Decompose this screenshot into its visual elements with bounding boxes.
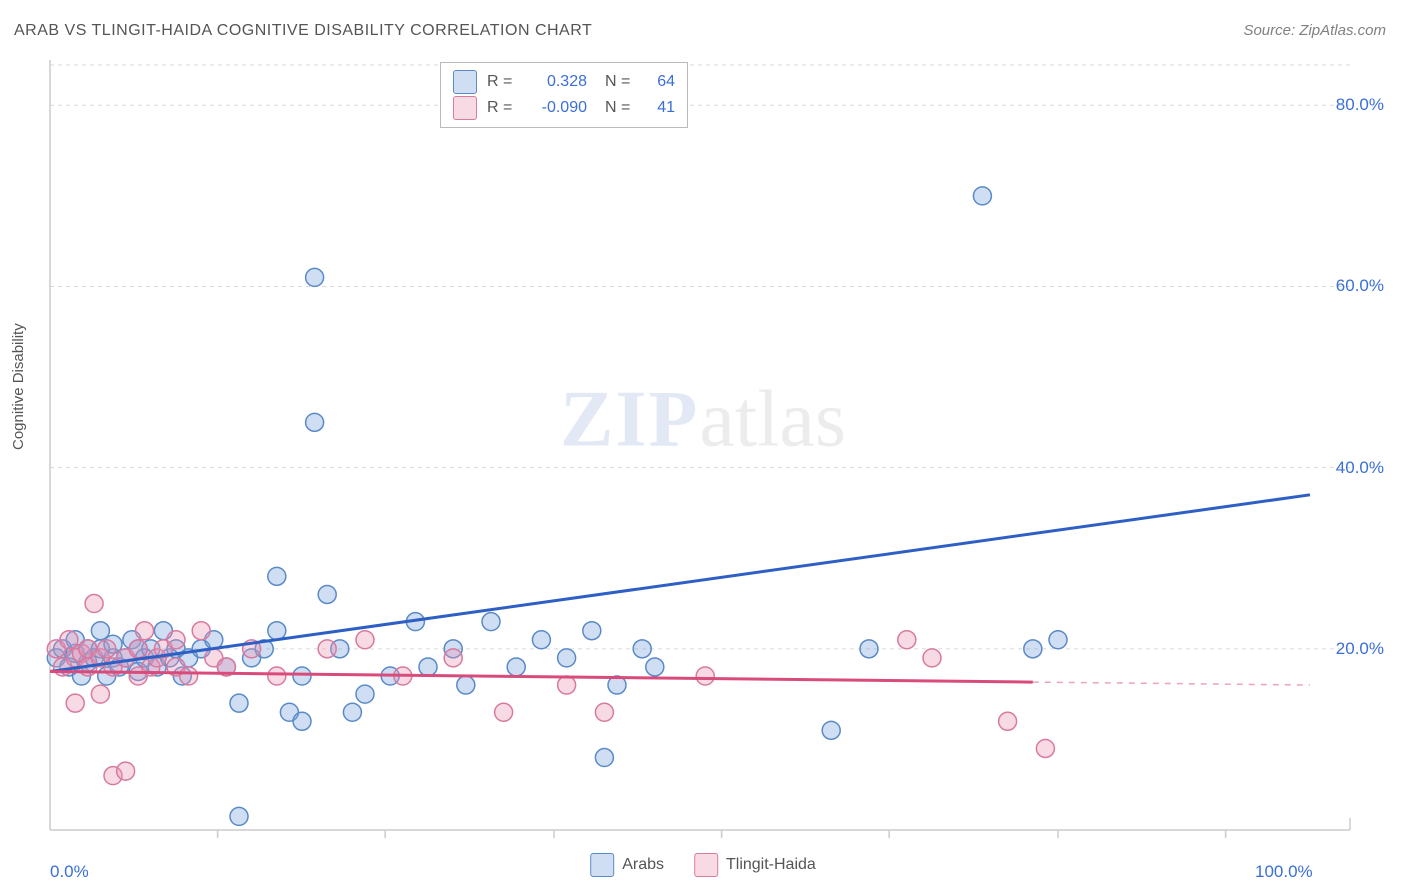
- x-tick-label: 0.0%: [50, 862, 89, 882]
- series-legend: Arabs Tlingit-Haida: [590, 853, 816, 877]
- y-tick-label: 40.0%: [1336, 458, 1384, 478]
- legend-label: Arabs: [622, 856, 664, 873]
- y-tick-label: 20.0%: [1336, 639, 1384, 659]
- legend-row: R = -0.090 N = 41: [453, 95, 675, 121]
- legend-n-value: 64: [645, 73, 675, 91]
- legend-n-label: N =: [605, 73, 635, 91]
- y-tick-label: 60.0%: [1336, 276, 1384, 296]
- legend-swatch: [453, 96, 477, 120]
- legend-n-value: 41: [645, 99, 675, 117]
- legend-r-value: -0.090: [527, 99, 587, 117]
- legend-label: Tlingit-Haida: [726, 856, 816, 873]
- scatter-plot: [0, 0, 1406, 892]
- legend-item: Tlingit-Haida: [694, 853, 816, 877]
- legend-swatch: [590, 853, 614, 877]
- x-tick-label: 100.0%: [1255, 862, 1313, 882]
- y-tick-label: 80.0%: [1336, 95, 1384, 115]
- legend-item: Arabs: [590, 853, 664, 877]
- legend-row: R = 0.328 N = 64: [453, 69, 675, 95]
- legend-n-label: N =: [605, 99, 635, 117]
- correlation-legend: R = 0.328 N = 64 R = -0.090 N = 41: [440, 62, 688, 128]
- legend-r-value: 0.328: [527, 73, 587, 91]
- legend-swatch: [453, 70, 477, 94]
- legend-r-label: R =: [487, 73, 517, 91]
- legend-swatch: [694, 853, 718, 877]
- legend-r-label: R =: [487, 99, 517, 117]
